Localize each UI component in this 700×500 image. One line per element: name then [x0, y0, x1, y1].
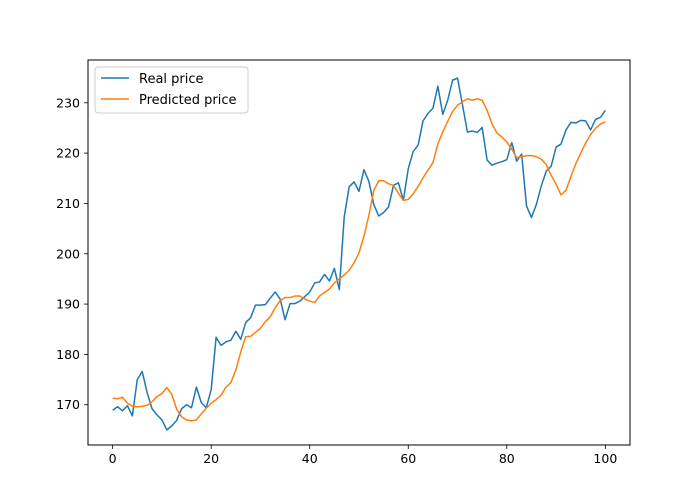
y-tick-label: 200 — [56, 246, 80, 261]
legend-label-predicted-price: Predicted price — [139, 93, 237, 108]
y-tick-label: 230 — [56, 95, 80, 110]
x-tick-label: 20 — [203, 451, 219, 466]
plot-frame — [87, 59, 631, 446]
y-tick-label: 190 — [56, 297, 80, 312]
series-layer — [112, 77, 606, 431]
x-tick-label: 100 — [593, 451, 617, 466]
x-tick-label: 60 — [400, 451, 416, 466]
y-tick-label: 170 — [56, 397, 80, 412]
y-tick-label: 210 — [56, 196, 80, 211]
series-line-real-price — [112, 77, 606, 431]
tick-layer: 0 20 40 60 80 100 170 180 190 200 210 220 230 — [56, 95, 617, 466]
y-tick-label: 180 — [56, 347, 80, 362]
series-line-predicted-price — [112, 98, 606, 422]
legend: Real price Predicted price — [94, 66, 249, 114]
x-tick-label: 80 — [499, 451, 515, 466]
x-tick-label: 0 — [109, 451, 117, 466]
legend-box — [94, 66, 249, 114]
y-tick-label: 220 — [56, 146, 80, 161]
x-tick-label: 40 — [302, 451, 318, 466]
legend-label-real-price: Real price — [139, 72, 204, 87]
